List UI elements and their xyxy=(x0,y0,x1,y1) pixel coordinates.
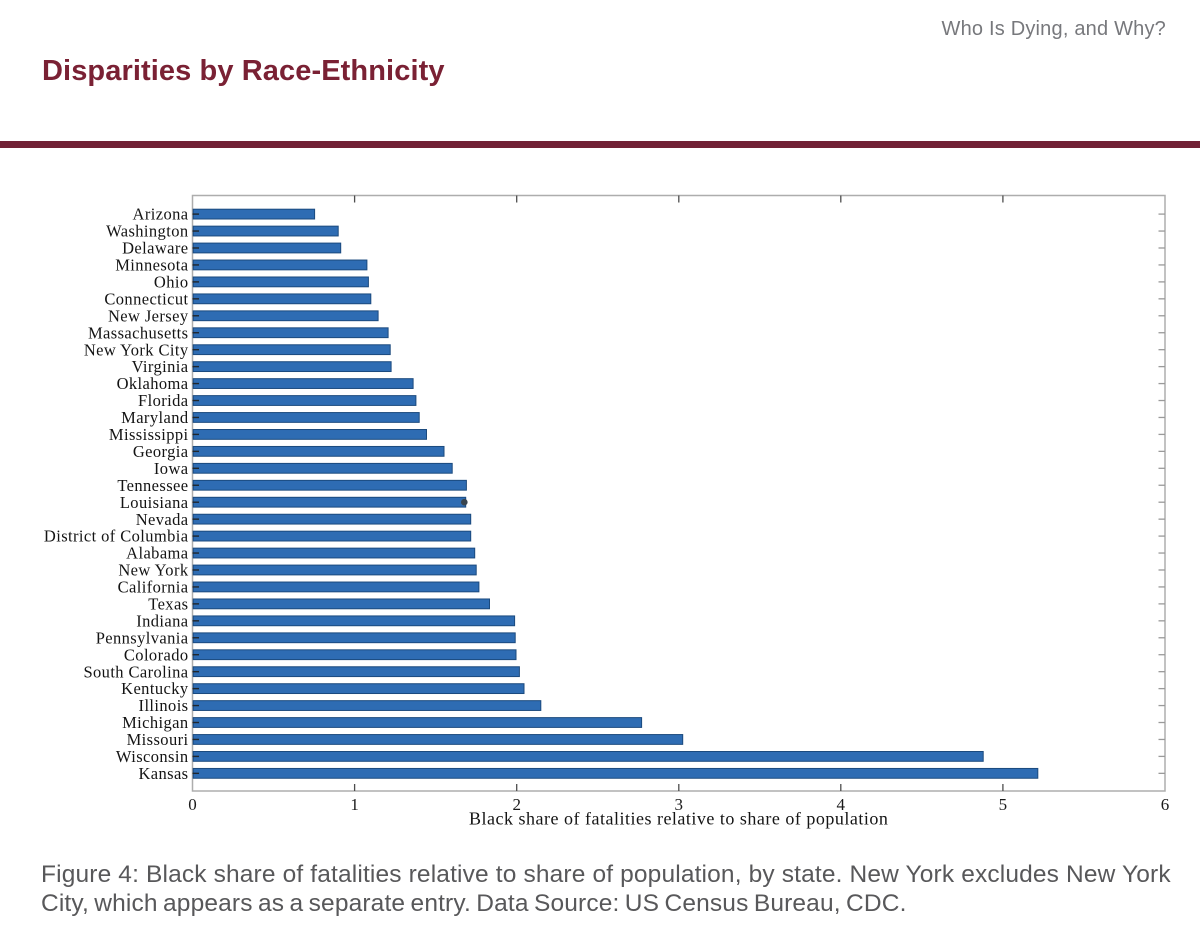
svg-text:Minnesota: Minnesota xyxy=(115,256,189,275)
svg-text:District of Columbia: District of Columbia xyxy=(44,527,189,546)
svg-text:Delaware: Delaware xyxy=(122,239,188,258)
svg-text:Indiana: Indiana xyxy=(136,611,189,630)
svg-text:Louisiana: Louisiana xyxy=(120,493,189,512)
svg-text:Mississippi: Mississippi xyxy=(109,425,189,444)
svg-text:Missouri: Missouri xyxy=(127,730,189,749)
svg-text:1: 1 xyxy=(350,795,359,814)
svg-text:New Jersey: New Jersey xyxy=(108,306,189,325)
svg-text:2: 2 xyxy=(512,795,521,814)
svg-text:4: 4 xyxy=(837,795,846,814)
svg-text:Texas: Texas xyxy=(148,594,188,613)
svg-text:Massachusetts: Massachusetts xyxy=(88,323,189,342)
svg-text:Florida: Florida xyxy=(138,391,189,410)
svg-text:Kentucky: Kentucky xyxy=(121,679,189,698)
svg-text:Ohio: Ohio xyxy=(154,272,189,291)
svg-text:Iowa: Iowa xyxy=(154,459,189,478)
svg-text:Michigan: Michigan xyxy=(122,713,188,732)
svg-text:California: California xyxy=(118,578,189,597)
svg-text:Nevada: Nevada xyxy=(136,510,189,529)
svg-text:Georgia: Georgia xyxy=(133,442,189,461)
svg-text:Alabama: Alabama xyxy=(126,544,189,563)
svg-text:3: 3 xyxy=(675,795,684,814)
svg-text:5: 5 xyxy=(999,795,1008,814)
svg-text:Colorado: Colorado xyxy=(124,645,189,664)
svg-text:Tennessee: Tennessee xyxy=(117,476,188,495)
svg-text:Arizona: Arizona xyxy=(133,205,189,224)
svg-text:Illinois: Illinois xyxy=(139,696,189,715)
svg-text:Pennsylvania: Pennsylvania xyxy=(96,628,189,647)
svg-text:South Carolina: South Carolina xyxy=(83,662,188,681)
svg-text:Connecticut: Connecticut xyxy=(104,289,188,308)
svg-text:Virginia: Virginia xyxy=(132,357,189,376)
svg-text:Maryland: Maryland xyxy=(121,408,189,427)
svg-text:0: 0 xyxy=(188,795,197,814)
svg-text:6: 6 xyxy=(1161,795,1170,814)
svg-text:New York: New York xyxy=(118,561,188,580)
svg-text:Oklahoma: Oklahoma xyxy=(117,374,189,393)
svg-text:Wisconsin: Wisconsin xyxy=(116,747,189,766)
svg-text:Kansas: Kansas xyxy=(138,764,188,783)
svg-text:Black share of fatalities rela: Black share of fatalities relative to sh… xyxy=(469,809,888,829)
svg-text:Washington: Washington xyxy=(106,222,188,241)
svg-text:New York City: New York City xyxy=(84,340,189,359)
